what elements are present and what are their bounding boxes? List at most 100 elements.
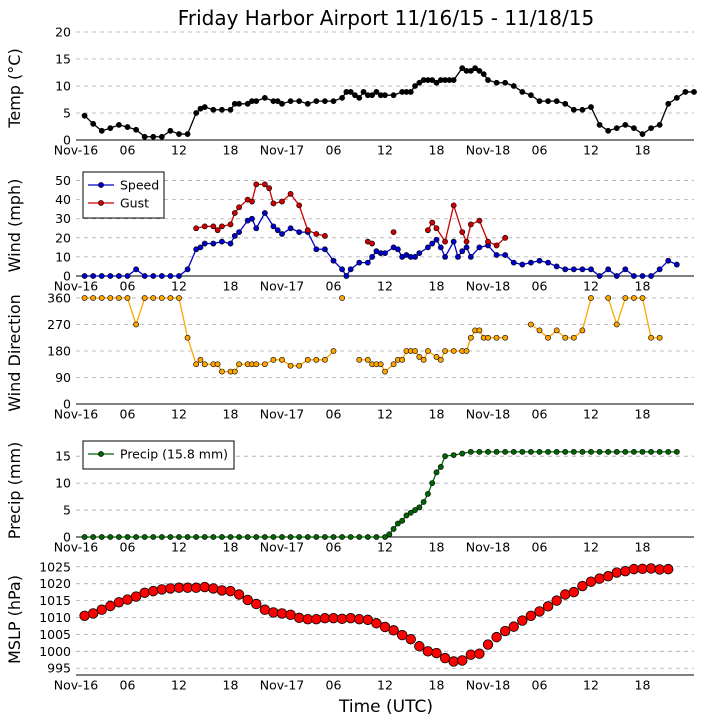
y-tick-label: 1010 [39, 610, 71, 625]
data-point [579, 327, 586, 334]
data-point [347, 266, 354, 273]
data-point [296, 98, 303, 105]
data-point [502, 448, 509, 455]
data-point [141, 273, 148, 279]
x-tick-label: Nov-18 [466, 279, 511, 294]
legend-box [82, 440, 235, 470]
data-point [116, 534, 122, 540]
data-point [425, 227, 431, 234]
data-point [253, 534, 260, 540]
data-point [150, 273, 157, 279]
data-point [81, 295, 88, 301]
x-tick-label: 18 [635, 279, 651, 294]
data-point [90, 120, 97, 127]
data-point [210, 106, 217, 113]
data-point [167, 295, 174, 301]
x-tick-label: 18 [429, 540, 445, 555]
data-point [319, 612, 331, 624]
data-point [536, 257, 543, 264]
data-point [639, 295, 646, 301]
data-point [274, 98, 281, 105]
data-point [219, 238, 225, 245]
x-tick-label: 18 [223, 279, 239, 294]
data-point [570, 106, 577, 113]
data-point [620, 565, 631, 577]
data-point [285, 609, 296, 620]
data-point [201, 104, 208, 110]
x-tick-label: 18 [635, 407, 651, 422]
data-point [442, 238, 448, 245]
data-point [107, 295, 114, 301]
data-point [553, 327, 560, 334]
x-tick-label: 12 [171, 540, 187, 555]
data-point [588, 104, 594, 110]
data-point [158, 534, 165, 540]
data-point [407, 89, 414, 95]
x-tick-label: 18 [429, 279, 445, 294]
x-tick-label: 12 [377, 540, 393, 555]
data-point [124, 124, 131, 130]
data-point [347, 534, 354, 540]
data-point [433, 353, 440, 360]
data-point [631, 448, 637, 455]
data-point [167, 127, 174, 134]
data-point [510, 448, 517, 455]
data-point [502, 234, 509, 241]
data-point [304, 356, 311, 363]
x-tick-label: 18 [223, 407, 239, 422]
data-point [485, 448, 491, 455]
data-point [502, 334, 509, 341]
x-tick-label: 18 [429, 678, 445, 693]
data-point [648, 334, 654, 341]
y-tick-label: 20 [55, 230, 71, 245]
data-point [639, 448, 646, 455]
legend-label: Gust [120, 196, 149, 211]
data-point [433, 469, 440, 476]
data-point [249, 215, 255, 222]
y-tick-label: 30 [55, 211, 71, 226]
x-tick-label: Nov-18 [466, 540, 511, 555]
data-point [343, 273, 350, 279]
data-point [249, 198, 255, 205]
data-point [107, 273, 114, 279]
data-point [130, 591, 142, 602]
panel-wind-direction: 0 90 180 270 360 Nov-16 06 12 18 Nov-17 06 12 18 Nov-… [5, 291, 694, 422]
data-point [287, 191, 294, 197]
data-point [528, 92, 534, 99]
data-point [287, 225, 294, 232]
data-point [412, 254, 418, 260]
data-point [560, 589, 571, 600]
data-point [536, 98, 543, 105]
data-point [519, 261, 526, 268]
y-tick-label: 995 [47, 661, 71, 676]
data-point [605, 295, 612, 301]
data-point [577, 580, 588, 592]
data-point [611, 567, 622, 578]
data-point [150, 295, 157, 301]
x-axis-label: Time (UTC) [338, 697, 433, 717]
data-point [98, 273, 105, 279]
data-point [219, 368, 225, 375]
data-point [236, 361, 242, 368]
data-point [536, 327, 543, 334]
data-point [356, 259, 363, 266]
data-point [394, 246, 401, 253]
data-point [199, 581, 210, 593]
data-point [279, 534, 285, 540]
data-point [304, 100, 311, 107]
x-tick-label: 12 [583, 678, 599, 693]
data-point [214, 227, 221, 234]
data-point [313, 231, 320, 237]
x-tick-label: 18 [429, 143, 445, 158]
data-point [116, 273, 122, 279]
data-point [485, 77, 491, 83]
x-tick-label: 18 [223, 540, 239, 555]
data-point [585, 576, 597, 587]
series-line [84, 67, 694, 138]
data-point [208, 583, 219, 594]
data-point [362, 614, 374, 626]
data-point [605, 448, 612, 455]
data-point [422, 646, 434, 657]
data-point [124, 273, 131, 279]
